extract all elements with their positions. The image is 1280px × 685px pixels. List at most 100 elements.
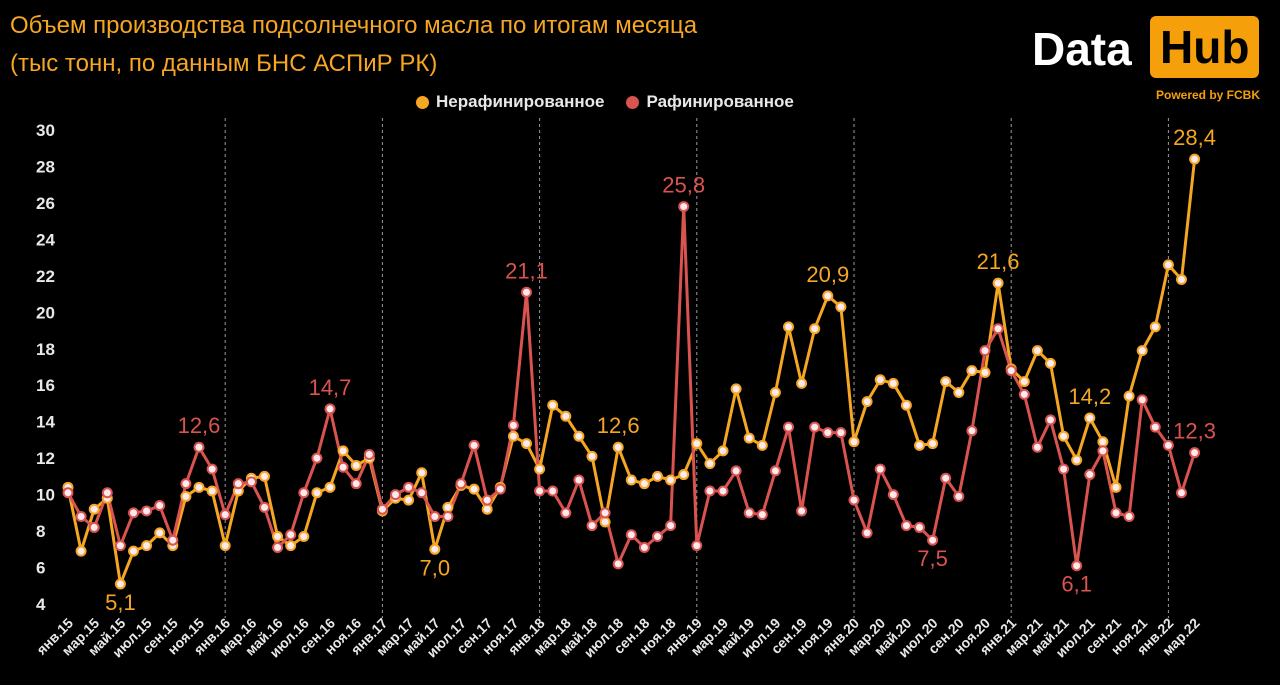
data-point-refined (783, 421, 794, 433)
data-point-refined (1176, 487, 1187, 499)
data-point-refined (141, 505, 153, 517)
data-point-refined (403, 481, 415, 493)
data-point-unrefined (1097, 436, 1109, 448)
data-point-unrefined (416, 467, 428, 479)
data-point-refined (324, 403, 336, 415)
data-point-refined (154, 500, 166, 512)
data-label: 7,5 (917, 546, 948, 571)
data-point-unrefined (678, 469, 690, 481)
data-point-unrefined (874, 374, 886, 386)
data-point-refined (560, 507, 572, 519)
data-point-refined (259, 501, 270, 513)
data-point-unrefined (625, 474, 637, 486)
data-point-refined (390, 489, 401, 501)
data-label: 20,9 (806, 262, 849, 287)
data-point-unrefined (88, 503, 100, 515)
data-point-refined (861, 527, 873, 539)
data-point-unrefined (573, 430, 585, 442)
data-point-refined (1058, 463, 1070, 475)
data-label: 7,0 (420, 555, 451, 580)
data-point-refined (625, 529, 637, 541)
data-point-unrefined (259, 470, 270, 482)
data-point-unrefined (979, 366, 991, 378)
x-axis: янв.15мар.15май.15июл.15сен.15ноя.15янв.… (33, 615, 1203, 661)
data-point-unrefined (1149, 321, 1161, 333)
data-point-refined (455, 478, 467, 490)
data-point-refined (350, 478, 362, 490)
data-point-unrefined (311, 487, 323, 499)
data-point-unrefined (206, 485, 218, 497)
data-point-refined (756, 509, 768, 521)
data-point-unrefined (324, 481, 336, 493)
data-point-unrefined (848, 436, 860, 448)
data-point-unrefined (652, 470, 663, 482)
data-point-unrefined (1136, 345, 1148, 357)
datahub-logo: Data Hub Powered by FCBK (1032, 14, 1262, 106)
data-label: 14,2 (1068, 384, 1111, 409)
data-point-unrefined (927, 438, 939, 450)
data-point-refined (940, 472, 952, 484)
y-tick-label: 4 (36, 595, 46, 614)
legend-label-unrefined: Нерафинированное (436, 92, 605, 111)
data-point-unrefined (521, 438, 532, 450)
data-point-refined (612, 558, 624, 570)
data-point-unrefined (809, 323, 821, 335)
data-point-unrefined (900, 399, 912, 411)
data-point-refined (534, 485, 546, 497)
data-point-refined (101, 487, 113, 499)
data-point-unrefined (586, 450, 598, 462)
data-point-refined (1189, 447, 1201, 459)
data-point-refined (1031, 441, 1043, 453)
y-tick-label: 12 (36, 449, 55, 468)
data-point-unrefined (966, 365, 978, 377)
y-tick-label: 20 (36, 303, 55, 322)
data-point-unrefined (992, 277, 1004, 289)
data-point-refined (691, 540, 703, 552)
data-point-unrefined (141, 540, 153, 552)
data-point-unrefined (560, 410, 572, 422)
data-point-unrefined (1084, 412, 1096, 424)
y-tick-label: 16 (36, 376, 55, 395)
data-point-unrefined (1071, 454, 1083, 466)
y-tick-label: 14 (36, 413, 55, 432)
y-tick-label: 26 (36, 194, 55, 213)
data-point-refined (494, 483, 506, 495)
data-point-unrefined (403, 494, 415, 506)
data-point-unrefined (730, 383, 742, 395)
data-point-refined (796, 505, 808, 517)
data-point-unrefined (796, 377, 808, 389)
data-point-refined (1084, 469, 1096, 481)
data-point-unrefined (887, 377, 899, 389)
data-point-unrefined (128, 545, 139, 557)
data-point-refined (717, 485, 729, 497)
data-point-refined (232, 478, 244, 490)
data-point-refined (1005, 365, 1017, 377)
y-tick-label: 30 (36, 121, 55, 140)
data-point-refined (1097, 445, 1109, 457)
data-point-refined (481, 494, 493, 506)
data-point-refined (285, 529, 297, 541)
data-point-refined (206, 463, 218, 475)
data-point-refined (1018, 388, 1030, 400)
data-point-refined (599, 507, 611, 519)
data-point-unrefined (861, 396, 873, 408)
data-point-refined (88, 521, 100, 533)
data-point-refined (1162, 439, 1174, 451)
data-point-unrefined (442, 501, 454, 513)
data-point-refined (743, 507, 755, 519)
y-tick-label: 18 (36, 340, 55, 359)
data-point-refined (337, 461, 349, 473)
data-point-unrefined (1189, 153, 1201, 165)
logo-word-data: Data (1032, 23, 1132, 75)
data-point-refined (311, 452, 323, 464)
data-point-unrefined (665, 474, 677, 486)
data-label: 14,7 (309, 375, 352, 400)
data-point-refined (638, 541, 650, 553)
legend-item-unrefined: Нерафинированное (416, 92, 604, 112)
data-point-refined (979, 345, 991, 357)
data-point-refined (704, 485, 716, 497)
data-label: 12,6 (597, 413, 640, 438)
data-point-unrefined (599, 516, 611, 528)
data-point-refined (245, 476, 257, 488)
data-point-unrefined (534, 463, 546, 475)
